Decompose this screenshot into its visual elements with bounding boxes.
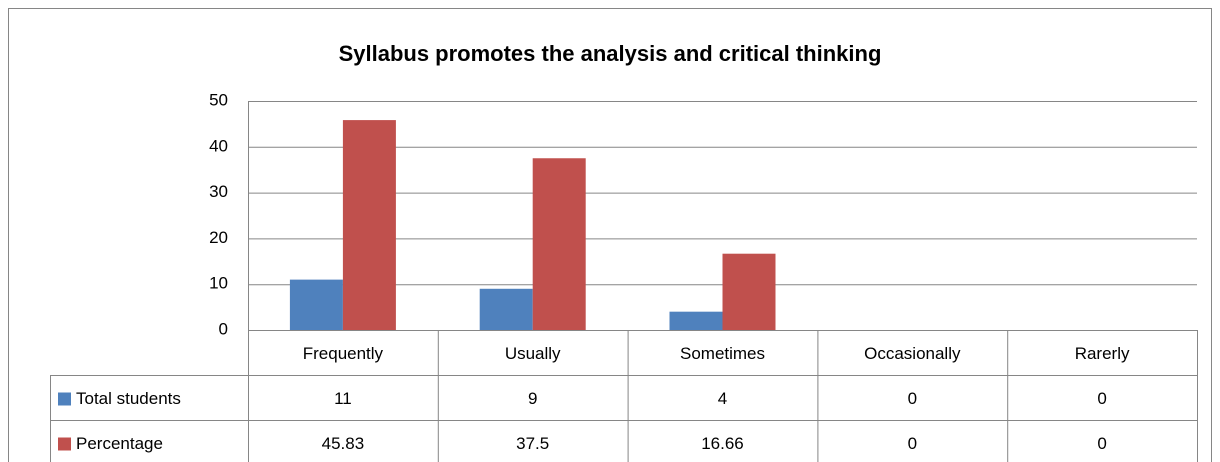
legend-key bbox=[58, 437, 71, 451]
table-value: 0 bbox=[1097, 389, 1106, 408]
table-value: 16.66 bbox=[701, 434, 744, 453]
bar bbox=[722, 253, 776, 330]
y-tick-label: 20 bbox=[209, 228, 228, 247]
x-tick-label: Occasionally bbox=[864, 344, 961, 363]
table-value: 37.5 bbox=[516, 434, 549, 453]
x-tick-label: Rarerly bbox=[1075, 344, 1130, 363]
table-value: 0 bbox=[908, 389, 917, 408]
table-value: 0 bbox=[908, 434, 917, 453]
bar bbox=[342, 120, 396, 330]
table-value: 9 bbox=[528, 389, 537, 408]
y-tick-label: 50 bbox=[209, 90, 228, 109]
bar bbox=[669, 311, 723, 330]
bar bbox=[479, 288, 533, 330]
table-value: 0 bbox=[1097, 434, 1106, 453]
table-value: 45.83 bbox=[322, 434, 365, 453]
y-tick-label: 0 bbox=[219, 319, 228, 338]
legend-label: Percentage bbox=[76, 434, 163, 453]
x-tick-label: Usually bbox=[505, 344, 561, 363]
y-tick-label: 40 bbox=[209, 136, 228, 155]
bar bbox=[532, 158, 586, 330]
legend-label: Total students bbox=[76, 389, 181, 408]
y-tick-label: 30 bbox=[209, 182, 228, 201]
chart-title: Syllabus promotes the analysis and criti… bbox=[339, 41, 882, 66]
bar bbox=[289, 279, 343, 330]
y-tick-label: 10 bbox=[209, 274, 228, 293]
x-tick-label: Frequently bbox=[303, 344, 384, 363]
x-tick-label: Sometimes bbox=[680, 344, 765, 363]
table-value: 4 bbox=[718, 389, 727, 408]
legend-key bbox=[58, 392, 71, 406]
table-value: 11 bbox=[334, 389, 352, 408]
chart-border bbox=[8, 8, 1212, 462]
